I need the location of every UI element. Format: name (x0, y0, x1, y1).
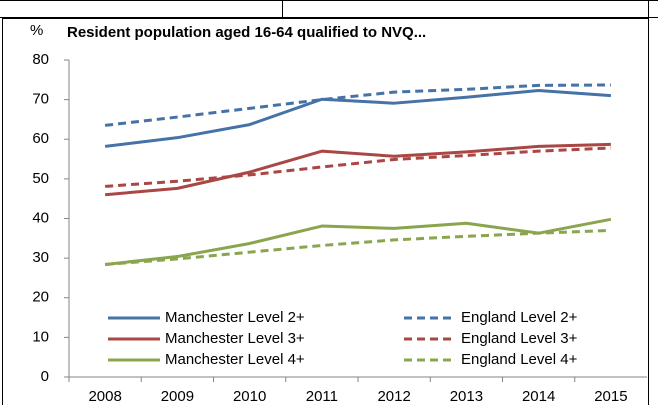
x-tick-label: 2008 (88, 388, 121, 405)
series-line (105, 146, 611, 188)
x-tick-label: 2015 (594, 388, 627, 405)
y-tick-label: 80 (32, 51, 49, 68)
x-tick-label: 2011 (306, 388, 338, 405)
series-line (104, 217, 612, 266)
y-tick-label: 30 (32, 249, 49, 266)
y-tick-label: 10 (32, 328, 49, 345)
legend-label: Manchester Level 3+ (165, 330, 305, 347)
y-tick-label: 40 (32, 209, 49, 226)
y-tick-label: 60 (32, 130, 49, 147)
y-tick-label: 0 (41, 368, 49, 385)
x-tick-label: 2013 (450, 388, 483, 405)
y-tick-label: 70 (32, 91, 49, 108)
y-tick-label: 20 (32, 289, 49, 306)
series-line (104, 89, 611, 148)
table-strip (0, 0, 658, 18)
legend-label: England Level 4+ (461, 351, 578, 368)
x-tick-label: 2012 (377, 388, 410, 405)
series-line (104, 83, 611, 127)
series-line (105, 228, 611, 266)
legend-label: England Level 2+ (461, 309, 578, 326)
x-tick-label: 2014 (522, 388, 555, 405)
legend-label: England Level 3+ (461, 330, 578, 347)
legend-label: Manchester Level 2+ (165, 309, 305, 326)
y-axis-label: % (30, 22, 43, 39)
y-tick-label: 50 (32, 170, 49, 187)
series-line (104, 142, 611, 197)
x-tick-label: 2010 (233, 388, 266, 405)
x-tick-label: 2009 (161, 388, 194, 405)
chart-title: Resident population aged 16-64 qualified… (67, 24, 426, 41)
chart-border (2, 18, 649, 405)
legend-label: Manchester Level 4+ (165, 351, 305, 368)
